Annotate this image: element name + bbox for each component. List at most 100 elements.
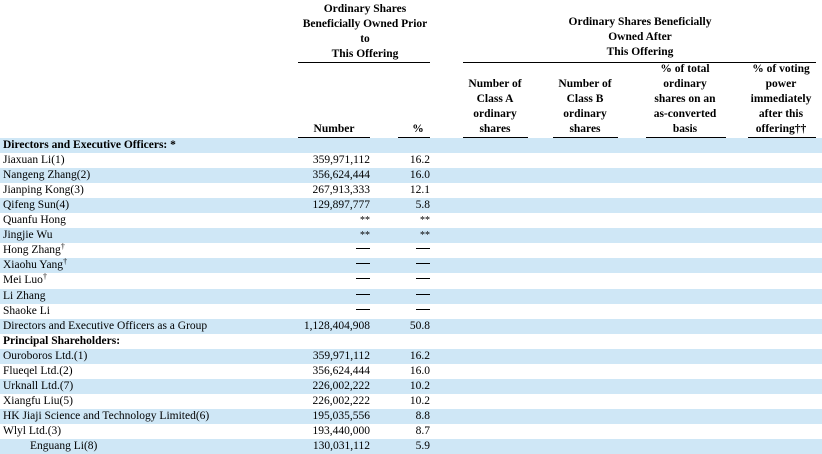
header-class-a-underline	[463, 137, 528, 138]
row-label-text: Urknall Ltd.(7)	[3, 379, 74, 392]
pct-value: 16.2	[409, 154, 430, 167]
row-label-text: Wlyl Ltd.(3)	[3, 424, 62, 437]
row-label-text: Directors and Executive Officers: *	[3, 139, 176, 151]
header-line: % of total	[660, 63, 710, 75]
header-percent: %	[398, 122, 438, 137]
header-number-underline	[298, 137, 370, 138]
row-label: Hong Zhang†	[3, 243, 65, 258]
shares-number-cell: 359,971,112	[313, 349, 370, 364]
header-number: Number	[298, 122, 370, 137]
header-line: Number of	[558, 78, 612, 90]
row-label: Quanfu Hong	[3, 213, 66, 228]
header-line: Owned After	[608, 31, 672, 43]
pct-value: 8.7	[415, 424, 430, 437]
row-label: Jingjie Wu	[3, 228, 52, 243]
row-label-text: Li Zhang	[3, 289, 46, 302]
row-label: Jiaxuan Li(1)	[3, 153, 65, 168]
shares-percent-cell: 8.8	[416, 409, 430, 424]
em-dash	[356, 263, 370, 265]
row-label-text: Ouroboros Ltd.(1)	[3, 349, 88, 362]
table-row: Hong Zhang† — —	[0, 243, 822, 258]
row-label: Xiaohu Yang†	[3, 258, 67, 273]
shares-number-cell: 359,971,112	[313, 153, 370, 168]
number-value: 356,624,444	[312, 169, 371, 182]
header-pct-total: % of total ordinary shares on an as-conv…	[640, 62, 730, 137]
pct-value: 10.2	[409, 394, 430, 407]
shares-percent-cell: —	[416, 243, 430, 258]
header-line: after this	[758, 108, 804, 120]
shares-percent-cell: —	[416, 304, 430, 319]
pct-value: 10.2	[409, 379, 430, 392]
header-line: This Offering	[331, 48, 399, 60]
footnote-marker: †	[42, 272, 47, 282]
footnote-marker: †	[60, 242, 65, 252]
pct-value: 16.0	[409, 364, 430, 377]
header-line: shares	[569, 123, 601, 135]
header-line: immediately	[750, 93, 812, 105]
table-row: Mei Luo† — —	[0, 273, 822, 288]
header-line: ordinary	[663, 78, 707, 90]
shares-percent-cell: **	[420, 213, 430, 228]
pct-value: 5.9	[415, 440, 430, 452]
number-value: 195,035,556	[312, 409, 371, 422]
table-row: Enguang Li(8) 130,031,112 5.9	[0, 439, 822, 454]
header-pct-voting-underline	[748, 137, 816, 138]
number-value: 359,971,112	[312, 154, 370, 167]
table-row: Wlyl Ltd.(3) 193,440,000 8.7	[0, 424, 822, 439]
shares-percent-cell: —	[416, 258, 430, 273]
shares-number-cell: 226,002,222	[313, 379, 371, 394]
table-row: Quanfu Hong ** **	[0, 213, 822, 228]
header-line: Class B	[566, 93, 604, 105]
header-line: basis	[672, 123, 698, 135]
shares-percent-cell: 10.2	[410, 394, 430, 409]
row-label: HK Jiaji Science and Technology Limited(…	[3, 409, 209, 424]
header-class-b: Number of Class B ordinary shares	[550, 77, 620, 137]
shares-percent-cell: 5.8	[416, 198, 430, 213]
shares-percent-cell: 5.9	[416, 439, 430, 454]
header-line: as-converted	[653, 108, 717, 120]
shares-percent-cell: 16.0	[410, 168, 430, 183]
shares-percent-cell: —	[416, 273, 430, 288]
row-label-text: HK Jiaji Science and Technology Limited(…	[3, 409, 210, 422]
table-row: Qifeng Sun(4) 129,897,777 5.8	[0, 198, 822, 214]
shares-number-cell: **	[360, 213, 370, 228]
row-label-text: Qifeng Sun(4)	[3, 199, 70, 212]
shares-number-cell: 356,624,444	[313, 168, 371, 183]
table-row: Ouroboros Ltd.(1) 359,971,112 16.2	[0, 348, 822, 364]
pct-value: 16.0	[409, 169, 430, 182]
header-after-underline	[463, 62, 816, 63]
row-label: Ouroboros Ltd.(1)	[3, 349, 87, 364]
header-line: power	[765, 78, 797, 90]
row-label: Principal Shareholders:	[3, 334, 120, 349]
row-label: Xiangfu Liu(5)	[3, 394, 73, 409]
table-row: Directors and Executive Officers as a Gr…	[0, 318, 822, 334]
row-label: Mei Luo†	[3, 273, 47, 288]
table-row: Urknall Ltd.(7) 226,002,222 10.2	[0, 378, 822, 394]
shares-number-cell: 195,035,556	[313, 409, 371, 424]
table-row: Xiangfu Liu(5) 226,002,222 10.2	[0, 394, 822, 409]
row-label-text: Jiaxuan Li(1)	[3, 154, 65, 167]
shares-number-cell: 129,897,777	[313, 198, 371, 213]
number-value: 226,002,222	[312, 379, 371, 392]
row-label-text: Xiangfu Liu(5)	[3, 394, 73, 407]
row-label-text: Quanfu Hong	[3, 214, 66, 227]
table-row: Jianping Kong(3) 267,913,333 12.1	[0, 183, 822, 198]
shares-percent-cell: 50.8	[410, 319, 430, 334]
shares-number-cell: 356,624,444	[313, 364, 371, 379]
shares-percent-cell: 12.1	[410, 183, 430, 198]
header-line: offering††	[755, 123, 807, 135]
row-label-text: Enguang Li(8)	[30, 440, 98, 452]
header-pct-voting: % of voting power immediately after this…	[740, 62, 822, 137]
shares-number-cell: —	[356, 304, 370, 319]
row-label: Qifeng Sun(4)	[3, 198, 69, 213]
row-label-text: Mei Luo	[3, 274, 43, 287]
header-line: % of voting	[752, 63, 810, 75]
shares-number-cell: —	[356, 258, 370, 273]
number-value: 130,031,112	[312, 440, 370, 452]
number-value: 226,002,222	[312, 394, 371, 407]
shares-percent-cell: **	[420, 228, 430, 243]
row-label-text: Directors and Executive Officers as a Gr…	[3, 319, 208, 332]
table-row: Flueqel Ltd.(2) 356,624,444 16.0	[0, 364, 822, 379]
section-header-row: Directors and Executive Officers: *	[0, 138, 822, 153]
shares-percent-cell: 16.2	[410, 349, 430, 364]
